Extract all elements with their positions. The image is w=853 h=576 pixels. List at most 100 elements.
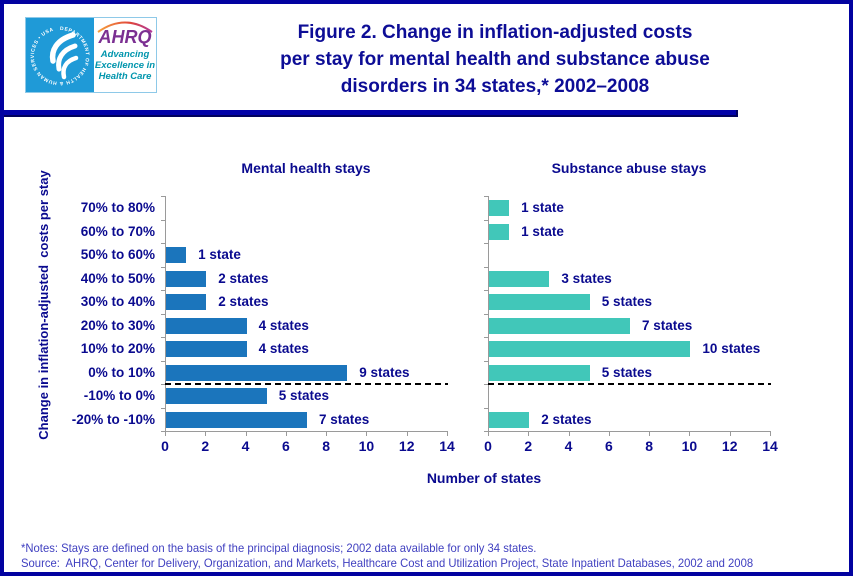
bar bbox=[489, 341, 691, 357]
bar-value-label: 2 states bbox=[541, 411, 592, 427]
bar bbox=[489, 411, 530, 428]
ahrq-arc-icon bbox=[97, 21, 153, 33]
y-axis-tick bbox=[161, 266, 165, 268]
y-axis-tick bbox=[484, 337, 488, 338]
x-tick-label: 6 bbox=[604, 438, 613, 454]
x-tick-label: 10 bbox=[358, 438, 375, 454]
figure-title-line2: per stay for mental health and substance… bbox=[280, 49, 710, 70]
bar-value-label: 5 states bbox=[601, 294, 652, 309]
y-axis-line bbox=[165, 196, 166, 431]
x-axis-tick bbox=[729, 431, 731, 436]
y-axis-tick bbox=[161, 313, 165, 315]
header-divider-rule bbox=[4, 110, 738, 117]
x-tick-label: 10 bbox=[681, 438, 698, 454]
y-axis-tick bbox=[484, 196, 488, 197]
bar-value-label: 4 states bbox=[258, 341, 309, 356]
bar-value-label: 10 states bbox=[702, 341, 761, 356]
x-axis-tick bbox=[406, 431, 408, 436]
x-tick-label: 2 bbox=[201, 438, 210, 454]
x-axis-tick bbox=[528, 431, 530, 436]
category-label: 30% to 40% bbox=[80, 294, 155, 309]
bar bbox=[489, 364, 590, 381]
bar bbox=[166, 364, 348, 381]
y-axis-tick bbox=[161, 431, 165, 432]
y-axis-tick bbox=[484, 266, 488, 268]
bar-value-label: 2 states bbox=[218, 294, 269, 309]
x-axis-tick bbox=[447, 431, 448, 436]
y-axis-tick bbox=[161, 196, 165, 197]
y-axis-tick bbox=[484, 219, 488, 221]
tagline-line: Advancing bbox=[100, 49, 150, 60]
ahrq-tagline: Advancing Excellence in Health Care bbox=[94, 49, 156, 82]
zero-divider-dashed-line bbox=[488, 383, 771, 385]
y-axis-tick bbox=[161, 243, 165, 244]
footnote-notes: *Notes: Stays are defined on the basis o… bbox=[21, 541, 537, 555]
hhs-ahrq-logo: DEPARTMENT OF HEALTH & HUMAN SERVICES • … bbox=[25, 17, 157, 93]
bar bbox=[166, 294, 207, 310]
y-axis-tick bbox=[484, 407, 488, 409]
y-axis-tick bbox=[161, 219, 165, 221]
bar-value-label: 9 states bbox=[359, 364, 410, 380]
x-axis-tick bbox=[689, 431, 691, 436]
x-tick-label: 2 bbox=[524, 438, 533, 454]
category-label: 70% to 80% bbox=[80, 200, 155, 215]
x-axis-line bbox=[488, 431, 771, 432]
bar-value-label: 4 states bbox=[258, 317, 309, 333]
category-label: -10% to 0% bbox=[83, 388, 155, 403]
y-axis-tick bbox=[484, 360, 488, 362]
footnote-source: Source: AHRQ, Center for Delivery, Organ… bbox=[21, 556, 754, 570]
x-axis-tick bbox=[770, 431, 771, 436]
y-axis-line bbox=[488, 196, 489, 431]
bar bbox=[166, 388, 267, 404]
bar-value-label: 1 state bbox=[521, 200, 564, 215]
category-label: 0% to 10% bbox=[88, 364, 155, 380]
bar bbox=[166, 411, 307, 428]
figure-title: Figure 2. Change in inflation-adjusted c… bbox=[230, 19, 760, 100]
y-axis-tick bbox=[484, 290, 488, 291]
x-tick-label: 0 bbox=[161, 438, 169, 454]
x-axis-tick bbox=[165, 431, 166, 436]
chart-title-substance-abuse: Substance abuse stays bbox=[551, 160, 707, 176]
x-axis-tick bbox=[568, 431, 570, 436]
bar-value-label: 1 state bbox=[198, 247, 241, 262]
category-label: 60% to 70% bbox=[80, 223, 155, 239]
figure-title-line3: disorders in 34 states,* 2002–2008 bbox=[340, 76, 650, 97]
zero-divider-dashed-line bbox=[165, 383, 448, 385]
bar-value-label: 3 states bbox=[561, 270, 612, 286]
y-axis-tick bbox=[161, 407, 165, 409]
x-tick-label: 14 bbox=[439, 438, 455, 454]
bar bbox=[489, 317, 630, 334]
y-axis-tick bbox=[484, 384, 488, 385]
x-axis-line bbox=[165, 431, 448, 432]
bar bbox=[166, 270, 207, 287]
bar bbox=[489, 294, 590, 310]
bar bbox=[489, 200, 510, 216]
x-axis-tick bbox=[366, 431, 368, 436]
y-axis-tick bbox=[161, 384, 165, 385]
x-tick-label: 12 bbox=[721, 438, 738, 454]
bar bbox=[166, 317, 247, 334]
bar bbox=[166, 247, 187, 263]
chart-title-mental-health: Mental health stays bbox=[241, 160, 371, 176]
category-label: -20% to -10% bbox=[71, 411, 155, 427]
category-label: 40% to 50% bbox=[80, 270, 155, 286]
x-tick-label: 12 bbox=[398, 438, 415, 454]
x-axis-tick bbox=[488, 431, 489, 436]
figure-title-line1: Figure 2. Change in inflation-adjusted c… bbox=[297, 22, 693, 43]
category-label: 20% to 30% bbox=[80, 317, 155, 333]
bar-value-label: 5 states bbox=[601, 364, 652, 380]
y-axis-tick bbox=[161, 337, 165, 338]
x-tick-label: 8 bbox=[645, 438, 654, 454]
y-axis-tick bbox=[161, 360, 165, 362]
x-tick-label: 4 bbox=[564, 438, 573, 454]
tagline-line: Health Care bbox=[98, 71, 152, 82]
ahrq-wordmark: AHRQ bbox=[98, 27, 152, 47]
x-tick-label: 4 bbox=[241, 438, 250, 454]
bar-value-label: 5 states bbox=[278, 388, 329, 403]
x-axis-tick bbox=[326, 431, 328, 436]
y-axis-tick bbox=[161, 290, 165, 291]
bar-value-label: 7 states bbox=[642, 317, 693, 333]
bar bbox=[489, 270, 550, 287]
hhs-seal: DEPARTMENT OF HEALTH & HUMAN SERVICES • … bbox=[26, 18, 94, 92]
